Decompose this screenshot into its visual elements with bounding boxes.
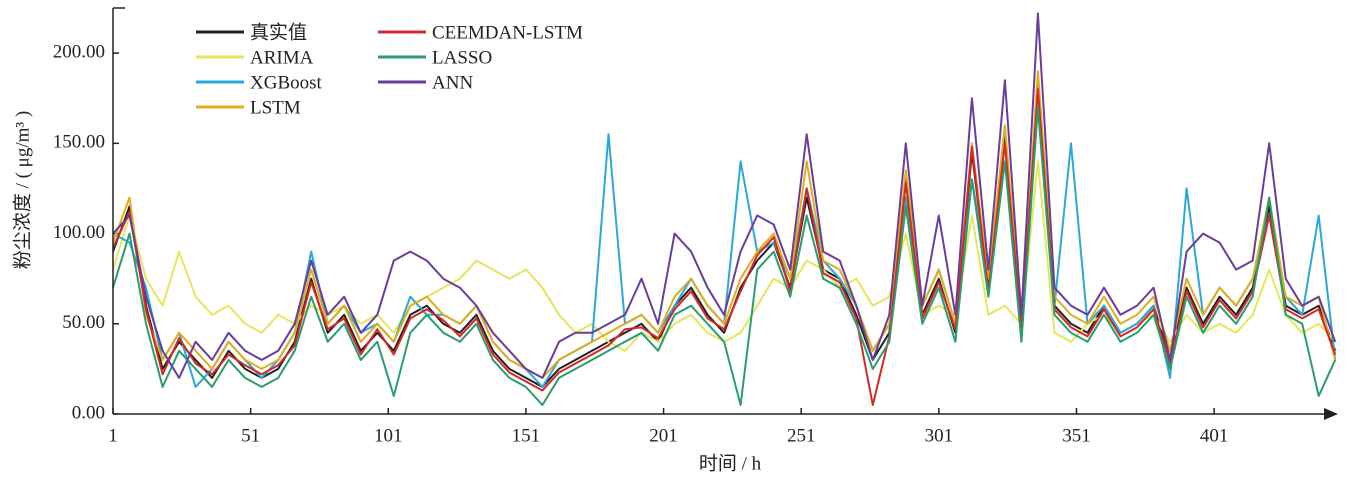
x-tick-label: 401 — [1200, 425, 1229, 446]
series-line — [112, 12, 1337, 379]
legend-label: 真实值 — [250, 21, 307, 43]
series-line — [112, 70, 1337, 379]
x-tick-label: 251 — [787, 425, 816, 446]
y-axis-title: 粉尘浓度 / ( μg/m³ ) — [11, 111, 33, 269]
series-line — [112, 106, 1337, 406]
x-tick-label: 151 — [512, 425, 541, 446]
legend-label: ANN — [432, 72, 473, 93]
x-axis-arrow — [1324, 408, 1338, 420]
x-tick-label: 351 — [1062, 425, 1091, 446]
x-tick-label: 201 — [649, 425, 678, 446]
series-line — [112, 88, 1337, 406]
x-tick-label: 1 — [108, 425, 118, 446]
legend-label: ARIMA — [250, 47, 314, 68]
x-axis-title: 时间 / h — [699, 452, 762, 474]
y-tick-label: 200.00 — [53, 41, 105, 62]
legend-label: XGBoost — [250, 72, 323, 93]
x-tick-label: 301 — [925, 425, 954, 446]
y-tick-label: 50.00 — [62, 312, 105, 333]
y-tick-label: 150.00 — [53, 132, 105, 153]
x-tick-label: 101 — [374, 425, 403, 446]
legend-box — [172, 8, 628, 120]
x-tick-label: 51 — [241, 425, 260, 446]
legend-label: LASSO — [432, 47, 492, 68]
legend-label: CEEMDAN-LSTM — [432, 22, 583, 43]
y-tick-label: 100.00 — [53, 222, 105, 243]
legend-label: LSTM — [250, 97, 301, 118]
y-tick-label: 0.00 — [72, 402, 105, 423]
